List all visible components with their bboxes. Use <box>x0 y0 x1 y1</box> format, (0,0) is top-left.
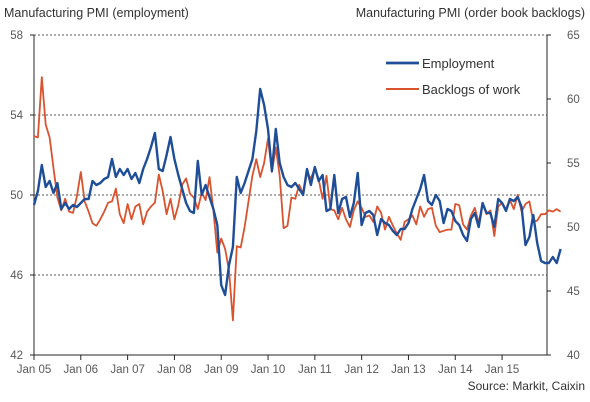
legend: Employment Backlogs of work <box>386 56 521 97</box>
legend-label-backlogs-of-work: Backlogs of work <box>422 82 521 97</box>
x-tick-label: Jan 07 <box>110 364 145 376</box>
left-tick-label: 54 <box>10 110 23 122</box>
x-tick-label: Jan 11 <box>298 364 332 376</box>
left-axis-ticks: 42 46 50 54 58 <box>10 30 34 362</box>
x-tick-label: Jan 13 <box>391 364 426 376</box>
source-note: Source: Markit, Caixin <box>468 379 585 393</box>
x-tick-label: Jan 08 <box>157 364 192 376</box>
legend-label-employment: Employment <box>422 56 495 71</box>
right-tick-label: 40 <box>567 350 580 362</box>
x-tick-label: Jan 12 <box>344 364 379 376</box>
right-axis-title: Manufacturing PMI (order book backlogs) <box>356 6 585 20</box>
x-tick-label: Jan 05 <box>17 364 52 376</box>
x-tick-label: Jan 14 <box>438 364 473 376</box>
right-tick-label: 45 <box>567 286 580 298</box>
left-tick-label: 50 <box>10 190 23 202</box>
series-line-backlogs-of-work <box>33 76 562 322</box>
right-tick-label: 50 <box>567 222 580 234</box>
right-tick-label: 55 <box>567 158 580 170</box>
left-axis-title: Manufacturing PMI (employment) <box>4 6 189 20</box>
series-lines <box>32 76 562 322</box>
series-line-employment <box>32 87 562 297</box>
x-tick-label: Jan 10 <box>251 364 286 376</box>
right-tick-label: 60 <box>567 94 580 106</box>
right-axis-ticks: 40 45 50 55 60 65 <box>547 30 580 362</box>
left-tick-label: 42 <box>10 350 23 362</box>
x-tick-label: Jan 09 <box>204 364 239 376</box>
gridlines <box>34 34 547 276</box>
x-axis-ticks: Jan 05 Jan 06 Jan 07 Jan 08 Jan 09 Jan 10 Jan … <box>17 355 520 376</box>
left-tick-label: 58 <box>10 30 23 42</box>
right-tick-label: 65 <box>567 30 580 42</box>
x-tick-label: Jan 06 <box>64 364 99 376</box>
x-tick-label: Jan 15 <box>485 364 520 376</box>
left-tick-label: 46 <box>10 270 23 282</box>
